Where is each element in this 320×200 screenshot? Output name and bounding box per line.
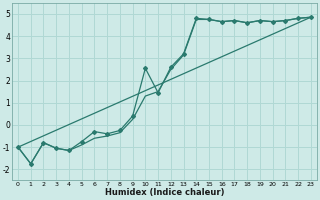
X-axis label: Humidex (Indice chaleur): Humidex (Indice chaleur) <box>105 188 224 197</box>
